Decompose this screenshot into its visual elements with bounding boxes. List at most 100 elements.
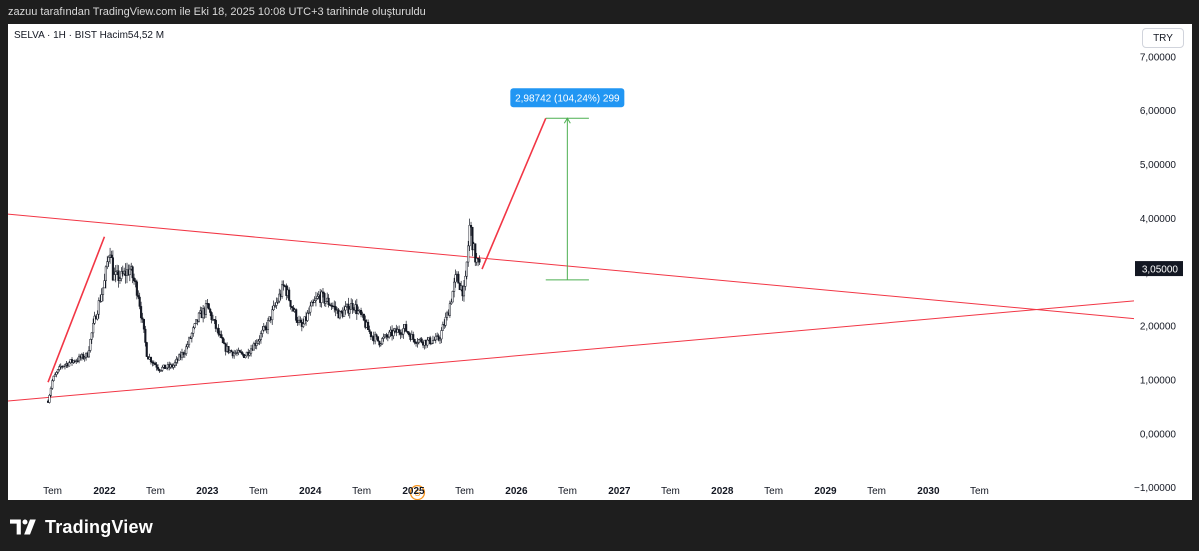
candle-body bbox=[467, 245, 470, 263]
candle-body bbox=[185, 346, 188, 354]
y-tick-label: −1,00000 bbox=[1134, 483, 1176, 494]
candle-body bbox=[92, 323, 95, 334]
candle-body bbox=[223, 342, 226, 345]
candle-body bbox=[134, 280, 137, 283]
candle-body bbox=[392, 330, 395, 337]
axes-layer: S−1,000000,000001,000002,000003,000004,0… bbox=[43, 52, 1183, 500]
candle-body bbox=[140, 306, 143, 319]
footer-bar: TradingView bbox=[0, 500, 1199, 551]
candle-body bbox=[178, 354, 181, 361]
candle-body bbox=[156, 367, 160, 370]
candle-body bbox=[306, 312, 309, 321]
candle-body bbox=[78, 355, 81, 362]
candle-body bbox=[104, 266, 107, 281]
candle-body bbox=[454, 274, 457, 283]
tradingview-logo-icon bbox=[10, 519, 36, 535]
y-tick-label: 4,00000 bbox=[1140, 214, 1177, 225]
candle-body bbox=[379, 343, 382, 346]
candle-body bbox=[193, 323, 196, 328]
candle-body bbox=[235, 352, 239, 354]
candle-body bbox=[338, 310, 341, 319]
x-month-label: Tem bbox=[661, 486, 680, 497]
candle-body bbox=[351, 303, 354, 310]
candle-body bbox=[357, 310, 360, 314]
candles-layer bbox=[46, 218, 481, 404]
last-price-badge bbox=[1135, 261, 1183, 277]
candle-body bbox=[367, 321, 370, 330]
candle-body bbox=[299, 319, 302, 323]
candle-body bbox=[444, 317, 447, 326]
y-tick-label: 2,00000 bbox=[1140, 322, 1177, 333]
candle-body bbox=[137, 295, 140, 298]
candle-body bbox=[138, 296, 141, 307]
chart-pane[interactable]: 2,98742 (104,24%) 299 S −1,00000 0,00000 1,… bbox=[8, 24, 1192, 500]
tradingview-wordmark: TradingView bbox=[45, 516, 153, 537]
candle-body bbox=[207, 303, 210, 310]
candle-body bbox=[233, 352, 236, 357]
candle-body bbox=[347, 303, 350, 314]
candle-body bbox=[221, 337, 224, 343]
prior-rally-line bbox=[47, 236, 106, 383]
ascending-trendline bbox=[8, 300, 1135, 402]
candle-body bbox=[96, 313, 99, 320]
candle-body bbox=[451, 291, 454, 303]
x-year-label: 2028 bbox=[711, 486, 734, 497]
x-year-label: 2022 bbox=[93, 486, 116, 497]
x-year-label: 2025 bbox=[402, 486, 425, 497]
candle-body bbox=[56, 369, 59, 373]
candle-body bbox=[106, 261, 109, 268]
candle-body bbox=[210, 312, 213, 321]
x-year-label: 2023 bbox=[196, 486, 219, 497]
candle-body bbox=[145, 342, 148, 357]
candle-body bbox=[172, 365, 175, 368]
candle-body bbox=[238, 350, 241, 353]
candle-body bbox=[438, 338, 442, 341]
candle-body bbox=[90, 332, 93, 340]
candle-body bbox=[376, 336, 380, 342]
candle-body bbox=[412, 334, 415, 340]
candle-body bbox=[141, 317, 144, 320]
tradingview-logo[interactable]: TradingView bbox=[10, 515, 153, 539]
candle-body bbox=[374, 334, 377, 342]
candle-body bbox=[187, 337, 191, 346]
x-year-label: 2030 bbox=[917, 486, 940, 497]
candle-body bbox=[468, 224, 471, 247]
candle-body bbox=[369, 331, 372, 338]
projection-arrow-icon bbox=[563, 117, 571, 124]
candle-body bbox=[334, 306, 337, 311]
projection-callout-label: 2,98742 (104,24%) 299 bbox=[515, 93, 620, 104]
candle-body bbox=[474, 243, 477, 263]
candle-body bbox=[295, 309, 298, 321]
candle-body bbox=[362, 313, 365, 321]
currency-button[interactable]: TRY bbox=[1142, 28, 1184, 48]
candle-body bbox=[63, 364, 67, 367]
candle-body bbox=[273, 305, 277, 307]
y-tick-label: 6,00000 bbox=[1140, 106, 1177, 117]
candle-body bbox=[241, 352, 244, 355]
candle-body bbox=[114, 271, 117, 275]
candle-body bbox=[471, 227, 474, 251]
symbol-legend[interactable]: SELVA · 1H · BIST Hacim54,52 M bbox=[14, 30, 165, 41]
candle-body bbox=[144, 328, 147, 343]
price-chart[interactable]: 2,98742 (104,24%) 299 S −1,00000 0,00000 1,… bbox=[8, 24, 1192, 500]
candle-body bbox=[110, 254, 113, 258]
candle-body bbox=[204, 303, 208, 315]
candle-body bbox=[340, 310, 343, 313]
candle-body bbox=[416, 342, 419, 344]
candle-body bbox=[426, 339, 429, 346]
candle-body bbox=[400, 333, 403, 336]
candle-body bbox=[190, 333, 193, 339]
candle-body bbox=[355, 304, 358, 314]
candle-body bbox=[214, 319, 217, 329]
candle-body bbox=[316, 296, 319, 299]
candle-body bbox=[103, 280, 106, 289]
x-month-label: Tem bbox=[867, 486, 886, 497]
candle-body bbox=[407, 332, 411, 335]
candle-body bbox=[197, 312, 200, 322]
candle-body bbox=[328, 304, 332, 306]
x-year-label: 2024 bbox=[299, 486, 322, 497]
candle-body bbox=[417, 339, 420, 343]
candle-body bbox=[262, 326, 265, 331]
candle-body bbox=[227, 346, 230, 353]
candle-body bbox=[360, 309, 363, 315]
